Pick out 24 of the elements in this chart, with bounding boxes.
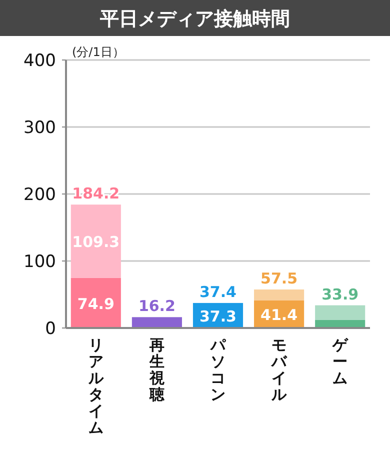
- total-label: 184.2: [72, 184, 120, 203]
- total-label: 33.9: [322, 285, 359, 304]
- bar: [254, 289, 304, 300]
- bar: [132, 317, 182, 328]
- x-tick-label: ゲーム: [332, 336, 349, 387]
- chart-title: 平日メディア接触時間: [99, 8, 290, 30]
- total-label: 37.4: [199, 282, 237, 301]
- data-label: 109.3: [72, 233, 120, 252]
- y-tick-label: 300: [24, 118, 56, 138]
- total-label: 57.5: [260, 269, 298, 288]
- x-tick-label: 再生視聴: [148, 336, 166, 404]
- y-tick-label: 200: [24, 185, 56, 205]
- x-tick-label: パソコン: [210, 336, 226, 404]
- data-label: 37.3: [199, 308, 237, 326]
- y-tick-label: 0: [45, 319, 56, 339]
- data-label: 74.9: [77, 294, 114, 313]
- y-tick-label: 100: [24, 252, 56, 272]
- x-tick-label: モバイル: [270, 336, 288, 404]
- x-tick-label: リアルタイム: [87, 336, 104, 436]
- total-label: 16.2: [138, 297, 176, 316]
- data-label: 41.4: [260, 306, 298, 324]
- y-axis-title: (分/1日）: [72, 45, 124, 59]
- y-tick-label: 400: [24, 51, 56, 71]
- bar: [315, 305, 366, 320]
